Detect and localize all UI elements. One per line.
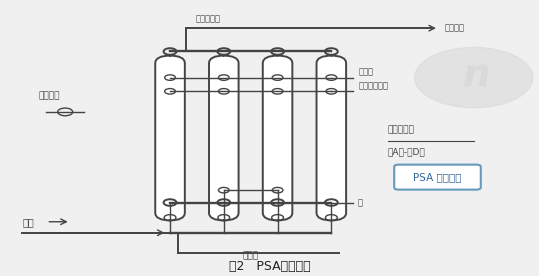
Text: 升压与冲洗管: 升压与冲洗管 (358, 81, 388, 90)
FancyBboxPatch shape (209, 56, 239, 220)
Text: 进气管: 进气管 (243, 251, 259, 260)
FancyBboxPatch shape (263, 56, 292, 220)
FancyBboxPatch shape (394, 165, 481, 190)
Text: 开关阀门: 开关阀门 (38, 91, 60, 100)
Text: （A）-（D）: （A）-（D） (388, 147, 425, 156)
FancyBboxPatch shape (316, 56, 346, 220)
FancyBboxPatch shape (155, 56, 185, 220)
Text: 产品气体: 产品气体 (444, 24, 464, 33)
Text: n: n (462, 56, 490, 94)
Text: 管: 管 (357, 198, 362, 207)
Text: 填料吸附塔: 填料吸附塔 (388, 125, 414, 134)
Text: 进气: 进气 (22, 217, 34, 227)
Text: 均压管: 均压管 (358, 67, 373, 76)
Circle shape (414, 47, 533, 108)
Text: 图2   PSA工艺流程: 图2 PSA工艺流程 (229, 259, 310, 273)
Text: PSA 工艺流程: PSA 工艺流程 (413, 172, 462, 182)
Text: 产品出气管: 产品出气管 (195, 14, 220, 23)
